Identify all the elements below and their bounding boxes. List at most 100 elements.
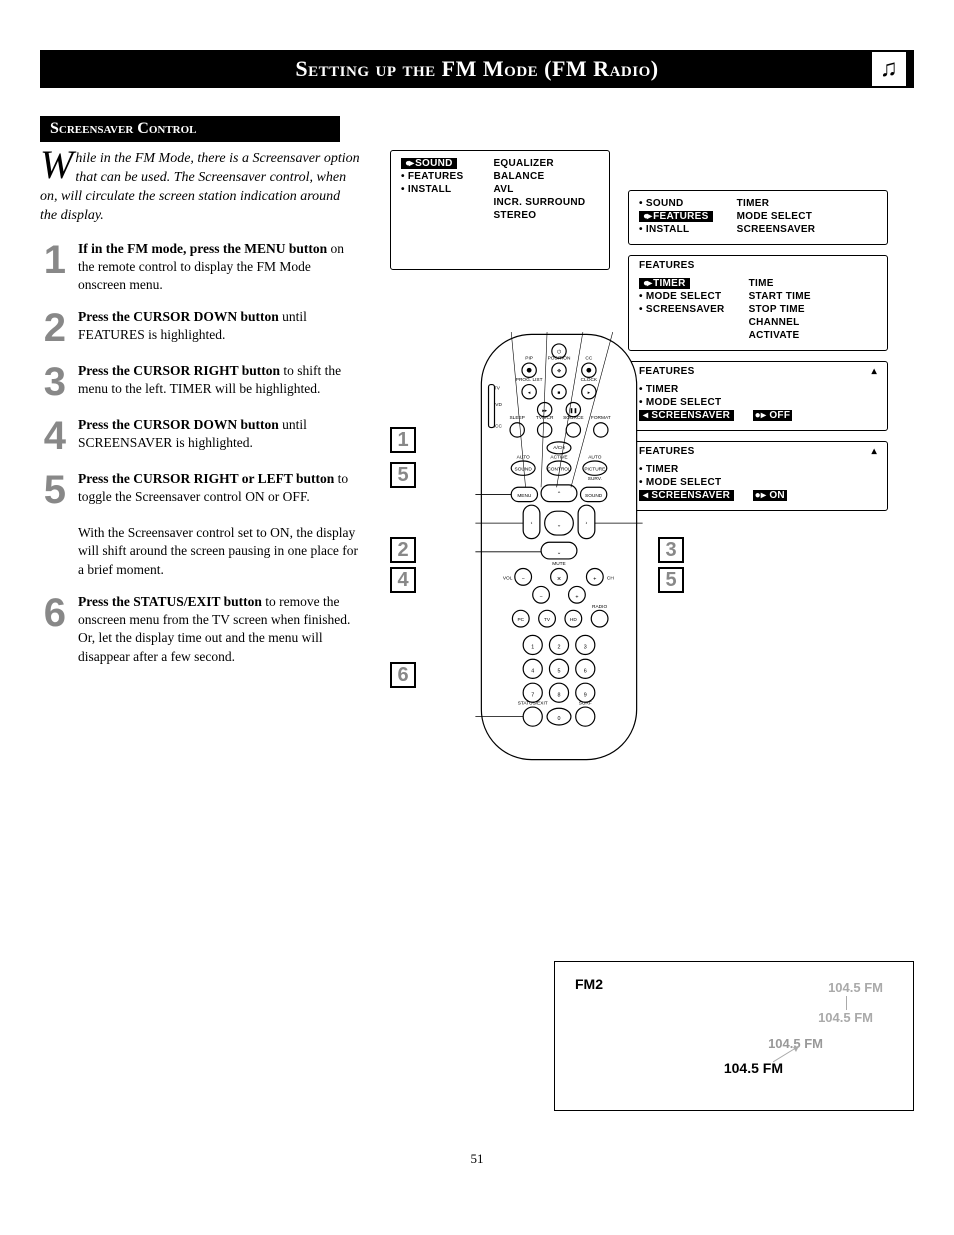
menu-item: START TIME	[749, 290, 811, 303]
svg-text:PC: PC	[517, 617, 524, 623]
fm-preset-label: FM2	[575, 976, 603, 992]
svg-text:2: 2	[558, 645, 561, 651]
svg-text:HD: HD	[570, 617, 577, 623]
callout-2: 2	[390, 537, 416, 563]
step-number	[40, 524, 66, 579]
instructions-column: While in the FM Mode, there is a Screens…	[40, 150, 360, 680]
step-text: Press the CURSOR DOWN button until SCREE…	[78, 416, 360, 456]
callout-1: 1	[390, 427, 416, 453]
menu-item: ACTIVATE	[749, 329, 811, 342]
svg-text:FORMAT: FORMAT	[591, 415, 611, 421]
fm-freq-echo: 104.5 FM	[828, 980, 883, 995]
callout-5-right: 5	[658, 567, 684, 593]
menu-item: TIMER	[639, 277, 725, 290]
menu-panel-sound: SOUND FEATURES INSTALL EQUALIZER BALANCE…	[390, 150, 610, 270]
svg-text:8: 8	[558, 692, 561, 698]
fm-freq-echo: 104.5 FM	[818, 1010, 873, 1025]
step-text: Press the STATUS/EXIT button to remove t…	[78, 593, 360, 666]
svg-text:+: +	[575, 594, 578, 600]
menu-item: INSTALL	[401, 183, 463, 196]
svg-text:POSITION: POSITION	[548, 355, 571, 361]
menu-item: SCREENSAVER	[737, 223, 816, 236]
svg-text:✕: ✕	[557, 576, 562, 582]
svg-text:CLOCK: CLOCK	[581, 377, 598, 383]
callout-4: 4	[390, 567, 416, 593]
step-number: 4	[40, 416, 66, 456]
svg-text:⌄: ⌄	[557, 523, 562, 529]
svg-text:SURF: SURF	[579, 701, 592, 707]
svg-text:AUTO: AUTO	[517, 455, 530, 461]
callout-5-left: 5	[390, 462, 416, 488]
menu-item: EQUALIZER	[493, 157, 585, 170]
up-arrow-icon: ▴	[872, 446, 877, 457]
intro-paragraph: While in the FM Mode, there is a Screens…	[40, 150, 360, 226]
menu-item: FEATURES	[401, 170, 463, 183]
step-number: 1	[40, 240, 66, 295]
instruction-step: 2Press the CURSOR DOWN button until FEAT…	[40, 308, 360, 348]
svg-text:■: ■	[558, 391, 561, 396]
page-number: 51	[40, 1151, 914, 1167]
menu-item: BALANCE	[493, 170, 585, 183]
instruction-step: With the Screensaver control set to ON, …	[40, 524, 360, 579]
svg-text:+: +	[593, 576, 596, 582]
svg-text:▸▸: ▸▸	[542, 409, 547, 414]
svg-text:7: 7	[531, 692, 534, 698]
svg-text:SOURCE: SOURCE	[563, 415, 583, 421]
svg-text:MENU: MENU	[517, 493, 532, 499]
svg-text:−: −	[522, 576, 525, 582]
svg-text:5: 5	[558, 668, 561, 674]
step-text: If in the FM mode, press the MENU button…	[78, 240, 360, 295]
menu-item: INCR. SURROUND	[493, 196, 585, 209]
svg-text:MUTE: MUTE	[552, 561, 566, 567]
svg-text:⏻: ⏻	[557, 350, 561, 356]
step-text: With the Screensaver control set to ON, …	[78, 524, 360, 579]
svg-text:PIP: PIP	[525, 355, 533, 361]
callout-6: 6	[390, 662, 416, 688]
menu-item: MODE SELECT	[639, 290, 725, 303]
step-text: Press the CURSOR RIGHT or LEFT button to…	[78, 470, 360, 510]
svg-text:PROG. LIST: PROG. LIST	[516, 377, 543, 383]
step-number: 6	[40, 593, 66, 666]
menu-item: STOP TIME	[749, 303, 811, 316]
svg-text:CC: CC	[585, 355, 592, 361]
fm-display-panel: FM2 104.5 FM 104.5 FM 104.5 FM 104.5 FM	[554, 961, 914, 1111]
instruction-step: 3 Press the CURSOR RIGHT button to shift …	[40, 362, 360, 402]
svg-text:SOUND: SOUND	[585, 493, 603, 499]
step-number: 3	[40, 362, 66, 402]
menu-item: SCREENSAVER	[639, 303, 725, 316]
svg-text:0: 0	[558, 716, 561, 722]
svg-text:6: 6	[584, 668, 587, 674]
menu-panel-features-root: SOUND FEATURES INSTALL TIMER MODE SELECT…	[628, 190, 888, 245]
svg-text:RADIO: RADIO	[592, 604, 607, 610]
instruction-step: 6Press the STATUS/EXIT button to remove …	[40, 593, 360, 666]
menu-item: TIME	[749, 277, 811, 290]
menu-item: CHANNEL	[749, 316, 811, 329]
svg-text:TV: TV	[544, 617, 551, 623]
svg-text:⌄: ⌄	[557, 550, 562, 556]
svg-text:⌃: ⌃	[557, 492, 562, 498]
intro-text: hile in the FM Mode, there is a Screensa…	[40, 151, 360, 223]
svg-text:3: 3	[584, 645, 587, 651]
dropcap: W	[40, 150, 75, 180]
svg-text:VOL: VOL	[503, 575, 513, 581]
svg-text:SURV.: SURV.	[588, 476, 602, 482]
menu-item: STEREO	[493, 209, 585, 222]
page-title: Setting up the FM Mode (FM Radio)	[295, 56, 658, 81]
svg-text:9: 9	[584, 692, 587, 698]
menu-item: AVL	[493, 183, 585, 196]
instruction-step: 4 Press the CURSOR DOWN button until SCRE…	[40, 416, 360, 456]
menu-item: SOUND	[401, 157, 463, 170]
svg-text:‹: ‹	[531, 520, 533, 526]
menu-item: INSTALL	[639, 223, 713, 236]
menu-item: SOUND	[639, 197, 713, 210]
menu-item: FEATURES	[639, 210, 713, 223]
instruction-step: 5Press the CURSOR RIGHT or LEFT button t…	[40, 470, 360, 510]
callout-3: 3	[658, 537, 684, 563]
menu-item: MODE SELECT	[737, 210, 816, 223]
svg-text:AUTO: AUTO	[588, 455, 601, 461]
svg-text:CH: CH	[607, 575, 614, 581]
svg-text:−: −	[540, 594, 543, 600]
step-text: Press the CURSOR RIGHT button to shift t…	[78, 362, 360, 402]
remote-diagram: ⏻ ✥ PIP POSITION CC ◂ ■ ▸ PROG. LIST CLO…	[474, 332, 644, 762]
svg-text:❚❚: ❚❚	[569, 408, 577, 414]
